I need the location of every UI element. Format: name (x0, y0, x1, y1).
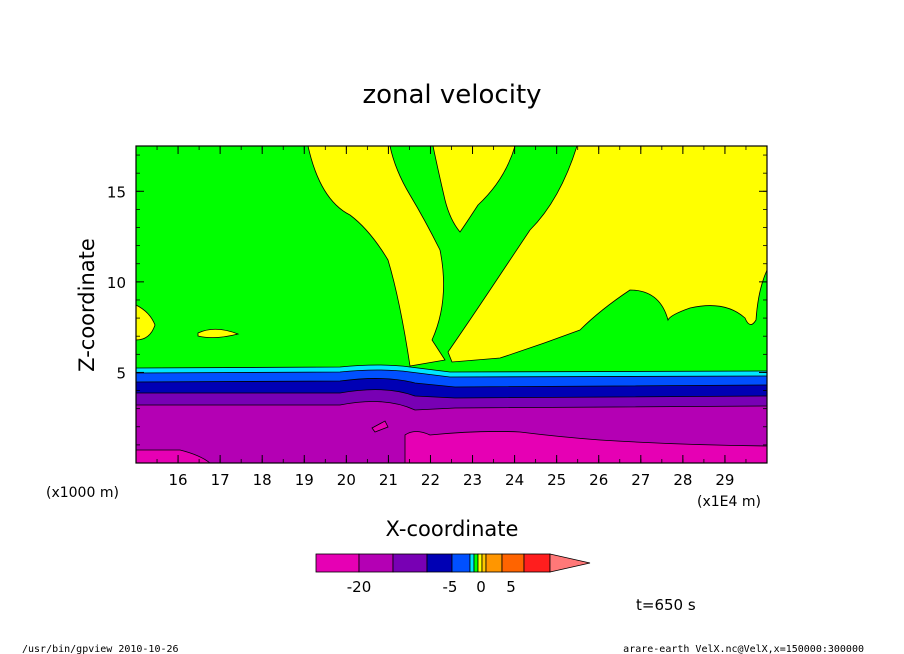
x-tick-label: 29 (715, 471, 734, 489)
colorbar-segment (358, 553, 394, 573)
x-tick-label: 23 (463, 471, 482, 489)
colorbar-segment (451, 553, 471, 573)
colorbar (315, 553, 591, 573)
colorbar-label: -5 (443, 578, 458, 596)
level-yellow-region (307, 145, 446, 367)
level-magenta-region (404, 431, 768, 464)
footer-right: arare-earth_VelX.nc@VelX,x=150000:300000 (623, 644, 864, 654)
colorbar-label: 5 (506, 578, 516, 596)
x-axis-label: X-coordinate (386, 517, 519, 541)
x-tick-label: 22 (421, 471, 440, 489)
x-tick-label: 19 (295, 471, 314, 489)
colorbar-label: -20 (347, 578, 372, 596)
level-magenta-region (371, 420, 389, 433)
y-tick-label: 10 (107, 274, 126, 292)
colorbar-segment (315, 553, 360, 573)
y-axis: 5 10 15 (107, 154, 767, 446)
colorbar-segment (485, 553, 503, 573)
x-units-label: (x1E4 m) (697, 494, 761, 510)
colorbar-segment (426, 553, 453, 573)
colorbar-labels: -20 -5 0 5 (347, 578, 516, 596)
x-tick-label: 17 (211, 471, 230, 489)
colorbar-segment (392, 553, 428, 573)
colorbar-label: 0 (476, 578, 486, 596)
colorbar-segment (523, 553, 551, 573)
level-yellow-region (447, 145, 768, 363)
colorbar-segment (481, 553, 487, 573)
y-tick-label: 15 (107, 183, 126, 201)
x-tick-label: 27 (631, 471, 650, 489)
colorbar-segment (501, 553, 525, 573)
level-yellow-region (197, 328, 240, 338)
x-tick-label: 20 (337, 471, 356, 489)
y-units-label: (x1000 m) (46, 485, 119, 501)
chart-title: zonal velocity (362, 80, 541, 110)
x-tick-label: 21 (379, 471, 398, 489)
time-label: t=650 s (636, 596, 696, 614)
x-axis: 16 17 18 19 20 21 22 23 24 25 26 27 28 29 (135, 146, 768, 489)
colorbar-arrow (549, 553, 591, 573)
colorbar-segment (477, 553, 483, 573)
colorbar-segment (473, 553, 479, 573)
level-yellow-region (432, 145, 516, 233)
x-tick-label: 16 (169, 471, 188, 489)
x-tick-label: 26 (589, 471, 608, 489)
y-tick-label: 5 (116, 364, 126, 382)
x-tick-label: 24 (505, 471, 524, 489)
x-tick-label: 28 (673, 471, 692, 489)
y-axis-label: Z-coordinate (75, 238, 99, 372)
x-tick-label: 25 (547, 471, 566, 489)
footer-left: /usr/bin/gpview 2010-10-26 (22, 644, 179, 654)
level-yellow-region (135, 304, 156, 341)
colorbar-segment (469, 553, 475, 573)
x-tick-label: 18 (253, 471, 272, 489)
contour-field (135, 145, 768, 464)
